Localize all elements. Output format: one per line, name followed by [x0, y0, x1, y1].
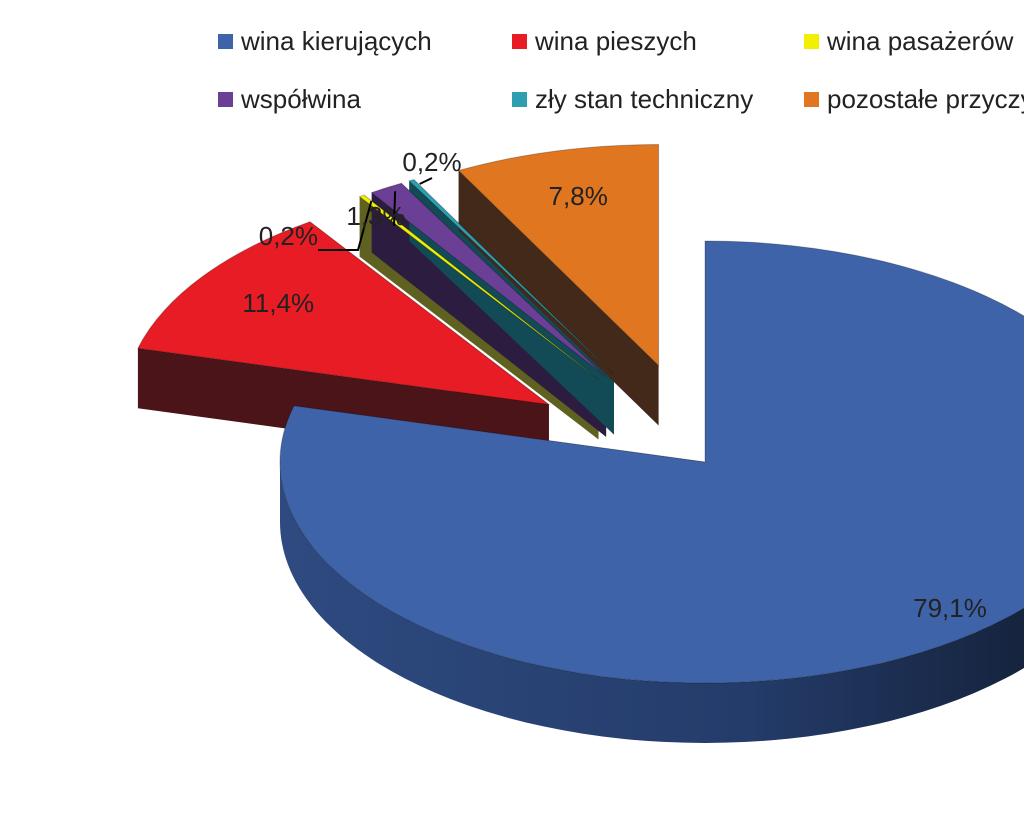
data-label-wina-kierujacych: 79,1%: [913, 593, 987, 623]
data-label-wina-pasazerow: 0,2%: [259, 221, 318, 251]
legend-swatch-wina-pasazerow: [804, 34, 819, 49]
legend: wina kierujących wina pieszych wina pasa…: [0, 0, 1024, 120]
legend-item-wspolwina: współwina: [218, 84, 361, 115]
slice-wina-kierujacych: [279, 240, 1024, 684]
data-label-pozostale-przyczyny: 7,8%: [549, 181, 608, 211]
data-label-zly-stan-techniczny: 0,2%: [402, 147, 461, 177]
data-labels: 79,1% 11,4% 0,2% 1,3% 0,2% 7,8%: [242, 147, 987, 623]
legend-swatch-wspolwina: [218, 92, 233, 107]
legend-item-wina-kierujacych: wina kierujących: [218, 26, 432, 57]
legend-label-zly-stan-techniczny: zły stan techniczny: [535, 84, 754, 114]
slice-wina-pieszych: [137, 221, 551, 406]
slice-rim-wina-kierujacych: [280, 462, 1024, 743]
pie-tops: [137, 144, 1024, 684]
legend-item-zly-stan-techniczny: zły stan techniczny: [512, 84, 753, 115]
legend-swatch-pozostale-przyczyny: [804, 92, 819, 107]
leader-line-wspolwina: [393, 191, 397, 227]
slice-wina-pasazerow: [358, 194, 599, 380]
legend-swatch-zly-stan-techniczny: [512, 92, 527, 107]
legend-label-wina-kierujacych: wina kierujących: [241, 26, 432, 56]
leader-line-zly-stan-techniczny: [419, 177, 433, 185]
legend-item-wina-pasazerow: wina pasażerów: [804, 26, 1013, 57]
legend-item-wina-pieszych: wina pieszych: [512, 26, 697, 57]
legend-item-pozostale-przyczyny: pozostałe przyczyny: [804, 84, 1024, 115]
legend-label-wspolwina: współwina: [241, 84, 361, 114]
slice-wspolwina: [370, 182, 607, 378]
legend-label-wina-pasazerow: wina pasażerów: [827, 26, 1014, 56]
legend-label-pozostale-przyczyny: pozostałe przyczyny: [827, 84, 1024, 114]
data-label-wspolwina: 1,3%: [346, 201, 405, 231]
legend-label-wina-pieszych: wina pieszych: [535, 26, 697, 56]
slice-wall-pozostale-przyczyny-0: [458, 170, 659, 426]
legend-swatch-wina-pieszych: [512, 34, 527, 49]
slice-pozostale-przyczyny: [457, 144, 660, 367]
data-label-wina-pieszych: 11,4%: [242, 288, 314, 318]
legend-swatch-wina-kierujacych: [218, 34, 233, 49]
leader-line-wina-pasazerow: [318, 200, 373, 251]
slice-zly-stan-techniczny: [408, 179, 615, 375]
